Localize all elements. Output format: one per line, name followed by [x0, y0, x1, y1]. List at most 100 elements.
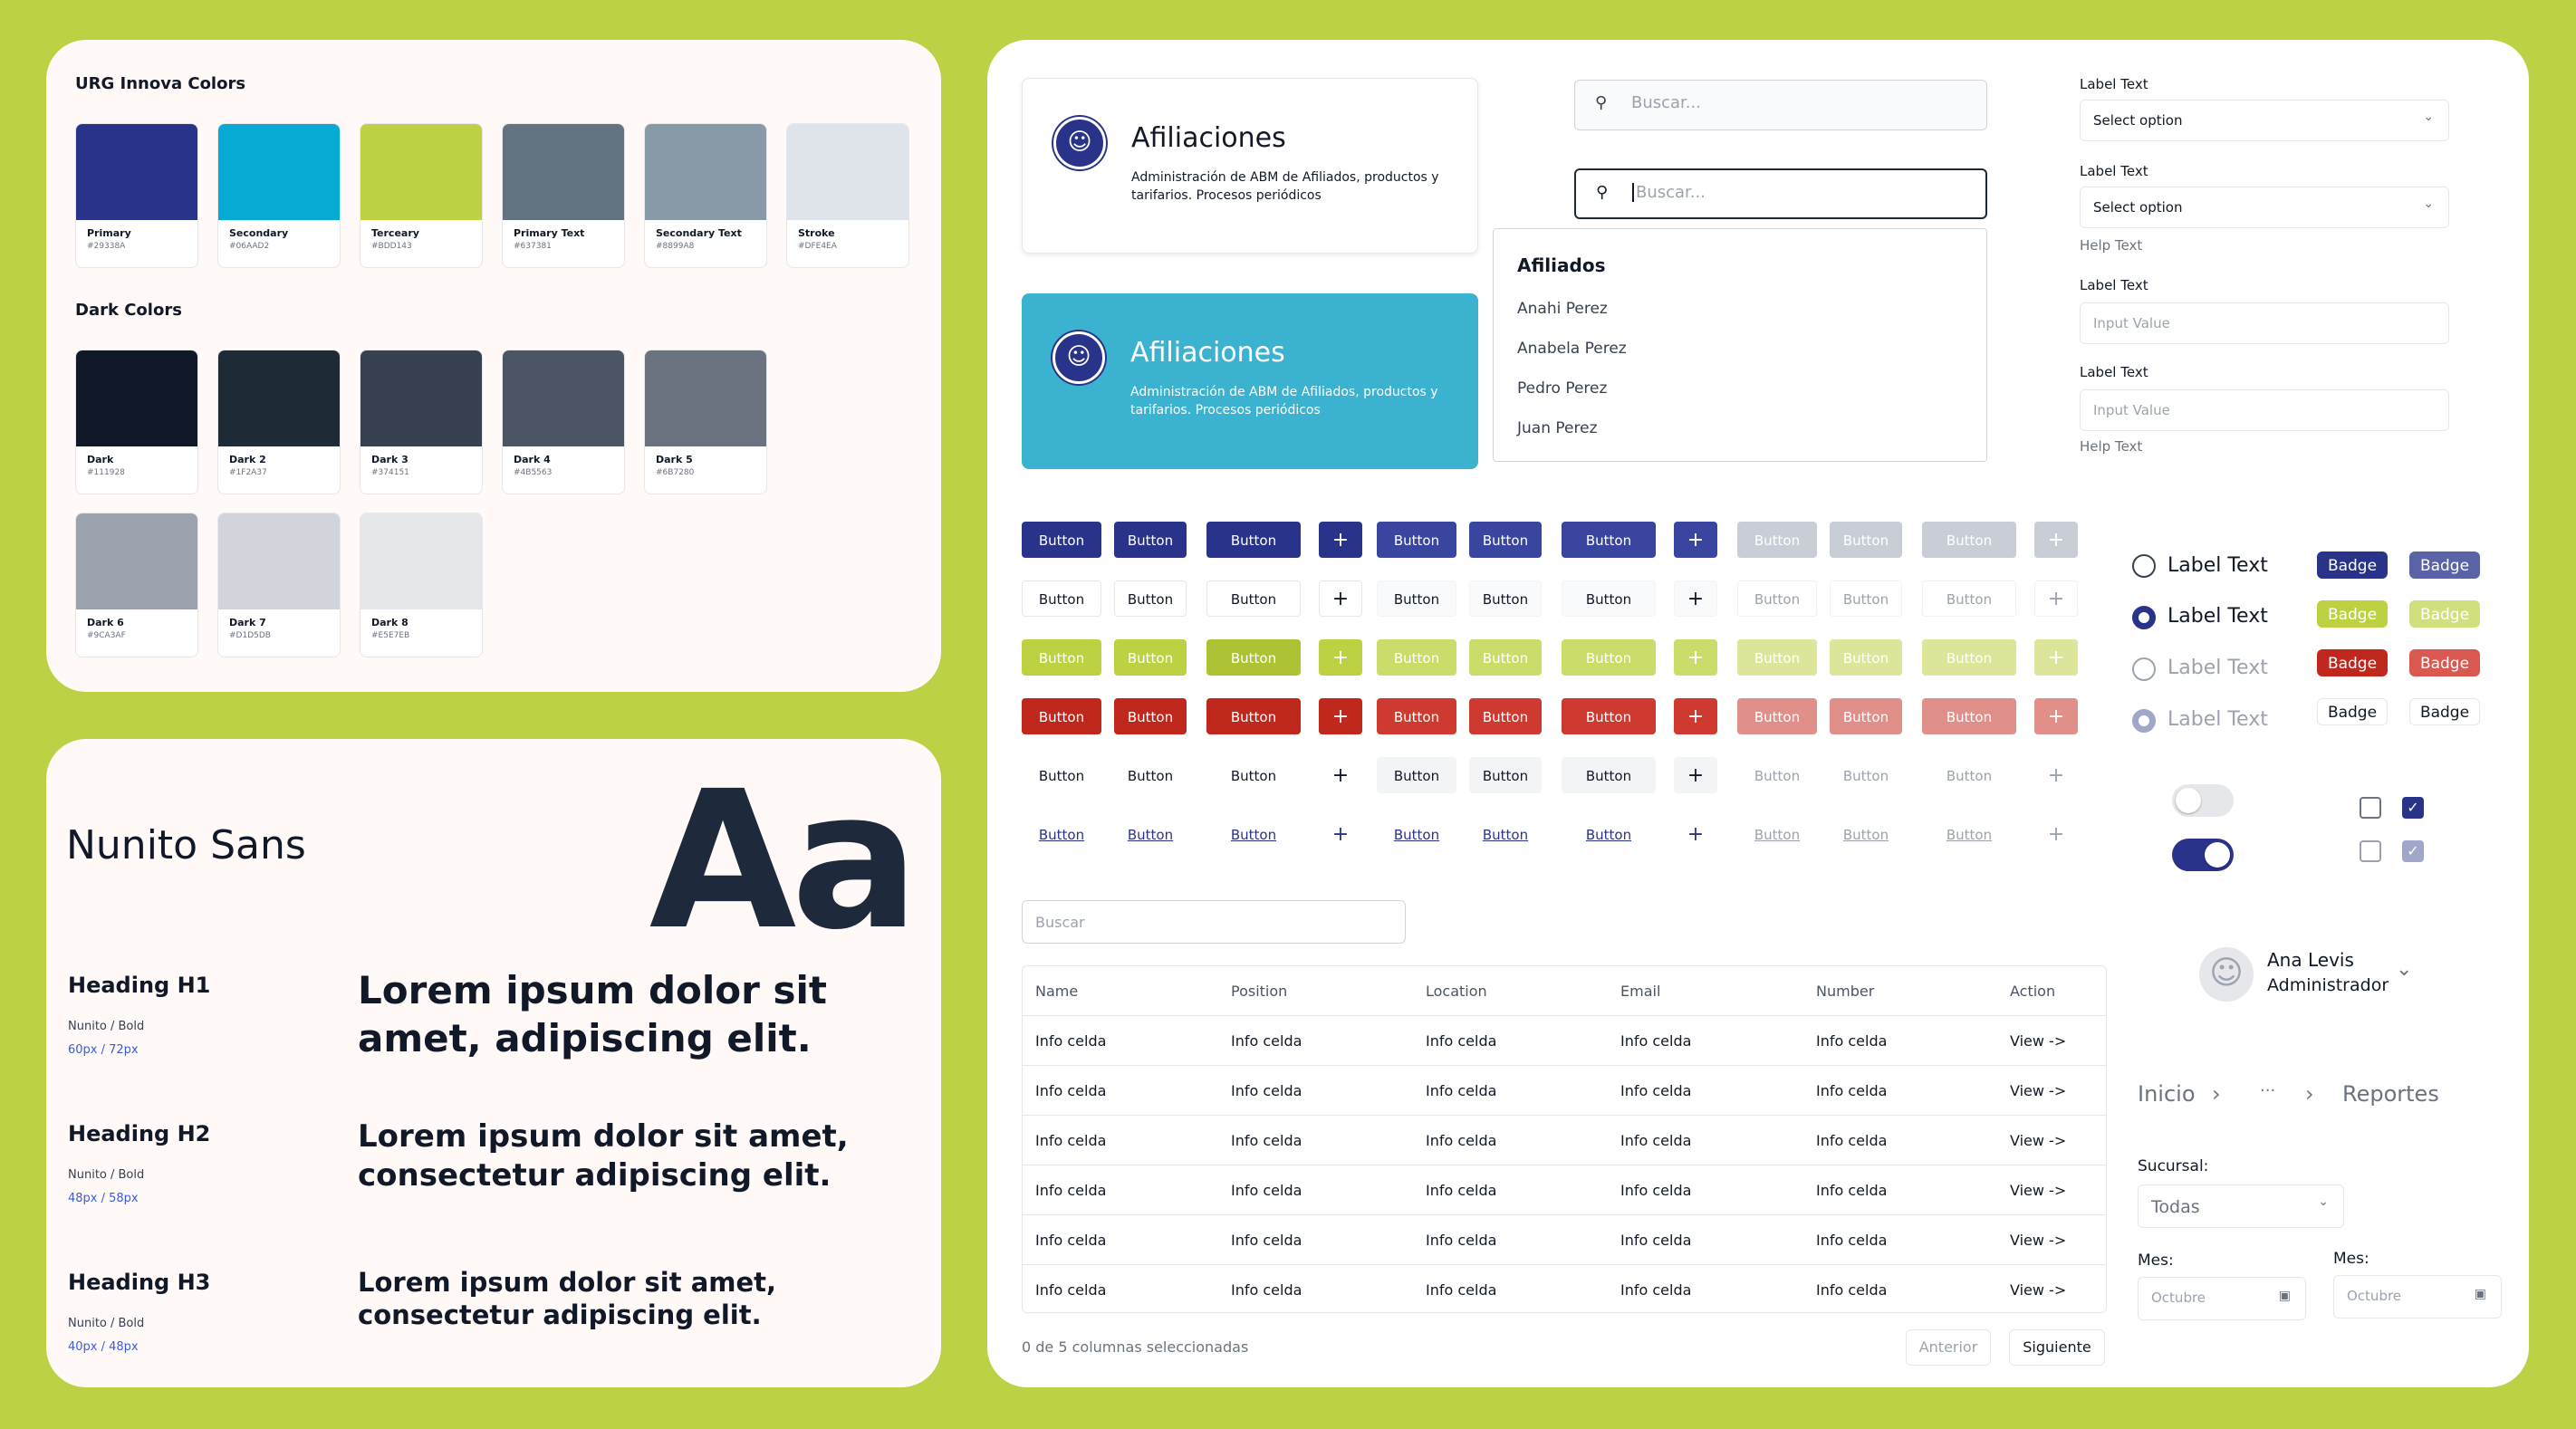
terceary-button[interactable]: Button	[1922, 639, 2016, 676]
view-link[interactable]: View ->	[2010, 1032, 2067, 1050]
primary-button[interactable]: Button	[1562, 522, 1656, 558]
danger-button[interactable]: Button	[1377, 698, 1456, 734]
text-input[interactable]: Input Value	[2080, 302, 2449, 344]
select-field[interactable]: Select option ⌄	[2080, 100, 2449, 141]
chevron-down-icon[interactable]: ⌄	[2396, 958, 2413, 981]
terceary-button[interactable]: Button	[1830, 639, 1902, 676]
month-date-input[interactable]: Octubre ▣	[2138, 1277, 2306, 1320]
view-link[interactable]: View ->	[2010, 1281, 2067, 1299]
primary-button[interactable]: Button	[1830, 522, 1902, 558]
add-button[interactable]: +	[1674, 639, 1717, 676]
outline-button[interactable]: Button	[1922, 580, 2016, 617]
add-button[interactable]: +	[2047, 823, 2065, 846]
link-button[interactable]: Button	[1842, 827, 1889, 843]
search-input[interactable]: ⚲ Buscar...	[1574, 80, 1987, 130]
view-link[interactable]: View ->	[2010, 1132, 2067, 1149]
ghost-button[interactable]: Button	[1562, 757, 1656, 793]
link-button[interactable]: Button	[1127, 827, 1174, 843]
terceary-button[interactable]: Button	[1737, 639, 1817, 676]
ghost-button[interactable]: Button	[1127, 768, 1174, 784]
ghost-button[interactable]: Button	[1946, 768, 1993, 784]
dropdown-item[interactable]: Anabela Perez	[1517, 340, 1627, 358]
dropdown-item[interactable]: Pedro Perez	[1517, 379, 1608, 398]
add-button[interactable]: +	[1674, 522, 1717, 558]
primary-button[interactable]: Button	[1377, 522, 1456, 558]
primary-button[interactable]: Button	[1114, 522, 1187, 558]
ghost-button[interactable]: Button	[1754, 768, 1801, 784]
link-button[interactable]: Button	[1230, 827, 1277, 843]
primary-button[interactable]: Button	[1922, 522, 2016, 558]
add-button[interactable]: +	[1319, 639, 1362, 676]
outline-button[interactable]: Button	[1206, 580, 1301, 617]
link-button[interactable]: Button	[1482, 827, 1529, 843]
checkbox-checked-disabled[interactable]: ✓	[2402, 840, 2424, 862]
dropdown-item[interactable]: Juan Perez	[1517, 419, 1598, 437]
afiliaciones-card-light[interactable]: ☺ Afiliaciones Administración de ABM de …	[1022, 78, 1478, 254]
text-input[interactable]: Input Value	[2080, 389, 2449, 431]
danger-button[interactable]: Button	[1562, 698, 1656, 734]
danger-button[interactable]: Button	[1206, 698, 1301, 734]
view-link[interactable]: View ->	[2010, 1232, 2067, 1249]
primary-button[interactable]: Button	[1206, 522, 1301, 558]
outline-button[interactable]: Button	[1022, 580, 1101, 617]
danger-button[interactable]: Button	[1114, 698, 1187, 734]
table-search-input[interactable]: Buscar	[1022, 900, 1406, 944]
add-button[interactable]: +	[1319, 580, 1362, 617]
search-input-focused[interactable]: ⚲ Buscar...	[1574, 168, 1987, 219]
link-button[interactable]: Button	[1585, 827, 1632, 843]
month-date-input[interactable]: Octubre ▣	[2333, 1275, 2502, 1319]
add-button[interactable]: +	[2047, 764, 2065, 787]
next-page-button[interactable]: Siguiente	[2009, 1329, 2105, 1366]
primary-button[interactable]: Button	[1737, 522, 1817, 558]
toggle-on[interactable]	[2172, 839, 2234, 871]
radio-checked-disabled[interactable]	[2132, 709, 2156, 733]
add-button[interactable]: +	[1687, 823, 1705, 846]
link-button[interactable]: Button	[1393, 827, 1440, 843]
add-button[interactable]: +	[1674, 580, 1717, 617]
terceary-button[interactable]: Button	[1206, 639, 1301, 676]
branch-select[interactable]: Todas ⌄	[2138, 1184, 2344, 1228]
radio-checked[interactable]	[2132, 606, 2156, 629]
breadcrumb-ellipsis[interactable]: ···	[2260, 1081, 2276, 1100]
view-link[interactable]: View ->	[2010, 1082, 2067, 1099]
outline-button[interactable]: Button	[1737, 580, 1817, 617]
ghost-button[interactable]: Button	[1469, 757, 1542, 793]
add-button[interactable]: +	[2034, 580, 2078, 617]
dropdown-item[interactable]: Anahi Perez	[1517, 300, 1608, 318]
view-link[interactable]: View ->	[2010, 1182, 2067, 1199]
add-button[interactable]: +	[1319, 522, 1362, 558]
ghost-button[interactable]: Button	[1842, 768, 1889, 784]
checkbox-disabled[interactable]	[2360, 840, 2381, 862]
toggle-off[interactable]	[2172, 784, 2234, 817]
outline-button[interactable]: Button	[1377, 580, 1456, 617]
primary-button[interactable]: Button	[1469, 522, 1542, 558]
add-button[interactable]: +	[1674, 757, 1717, 793]
add-button[interactable]: +	[1674, 698, 1717, 734]
terceary-button[interactable]: Button	[1469, 639, 1542, 676]
danger-button[interactable]: Button	[1737, 698, 1817, 734]
link-button[interactable]: Button	[1946, 827, 1993, 843]
outline-button[interactable]: Button	[1469, 580, 1542, 617]
afiliaciones-card-active[interactable]: ☺ Afiliaciones Administración de ABM de …	[1022, 293, 1478, 469]
ghost-button[interactable]: Button	[1038, 768, 1085, 784]
danger-button[interactable]: Button	[1830, 698, 1902, 734]
terceary-button[interactable]: Button	[1022, 639, 1101, 676]
add-button[interactable]: +	[1331, 823, 1350, 846]
terceary-button[interactable]: Button	[1114, 639, 1187, 676]
outline-button[interactable]: Button	[1562, 580, 1656, 617]
primary-button[interactable]: Button	[1022, 522, 1101, 558]
danger-button[interactable]: Button	[1022, 698, 1101, 734]
radio-unchecked[interactable]	[2132, 554, 2156, 578]
ghost-button[interactable]: Button	[1377, 757, 1456, 793]
checkbox-unchecked[interactable]	[2360, 797, 2381, 819]
checkbox-checked[interactable]: ✓	[2402, 797, 2424, 819]
danger-button[interactable]: Button	[1922, 698, 2016, 734]
avatar[interactable]: ☺	[2199, 947, 2254, 1002]
terceary-button[interactable]: Button	[1377, 639, 1456, 676]
outline-button[interactable]: Button	[1830, 580, 1902, 617]
terceary-button[interactable]: Button	[1562, 639, 1656, 676]
ghost-button[interactable]: Button	[1230, 768, 1277, 784]
outline-button[interactable]: Button	[1114, 580, 1187, 617]
link-button[interactable]: Button	[1754, 827, 1801, 843]
danger-button[interactable]: Button	[1469, 698, 1542, 734]
